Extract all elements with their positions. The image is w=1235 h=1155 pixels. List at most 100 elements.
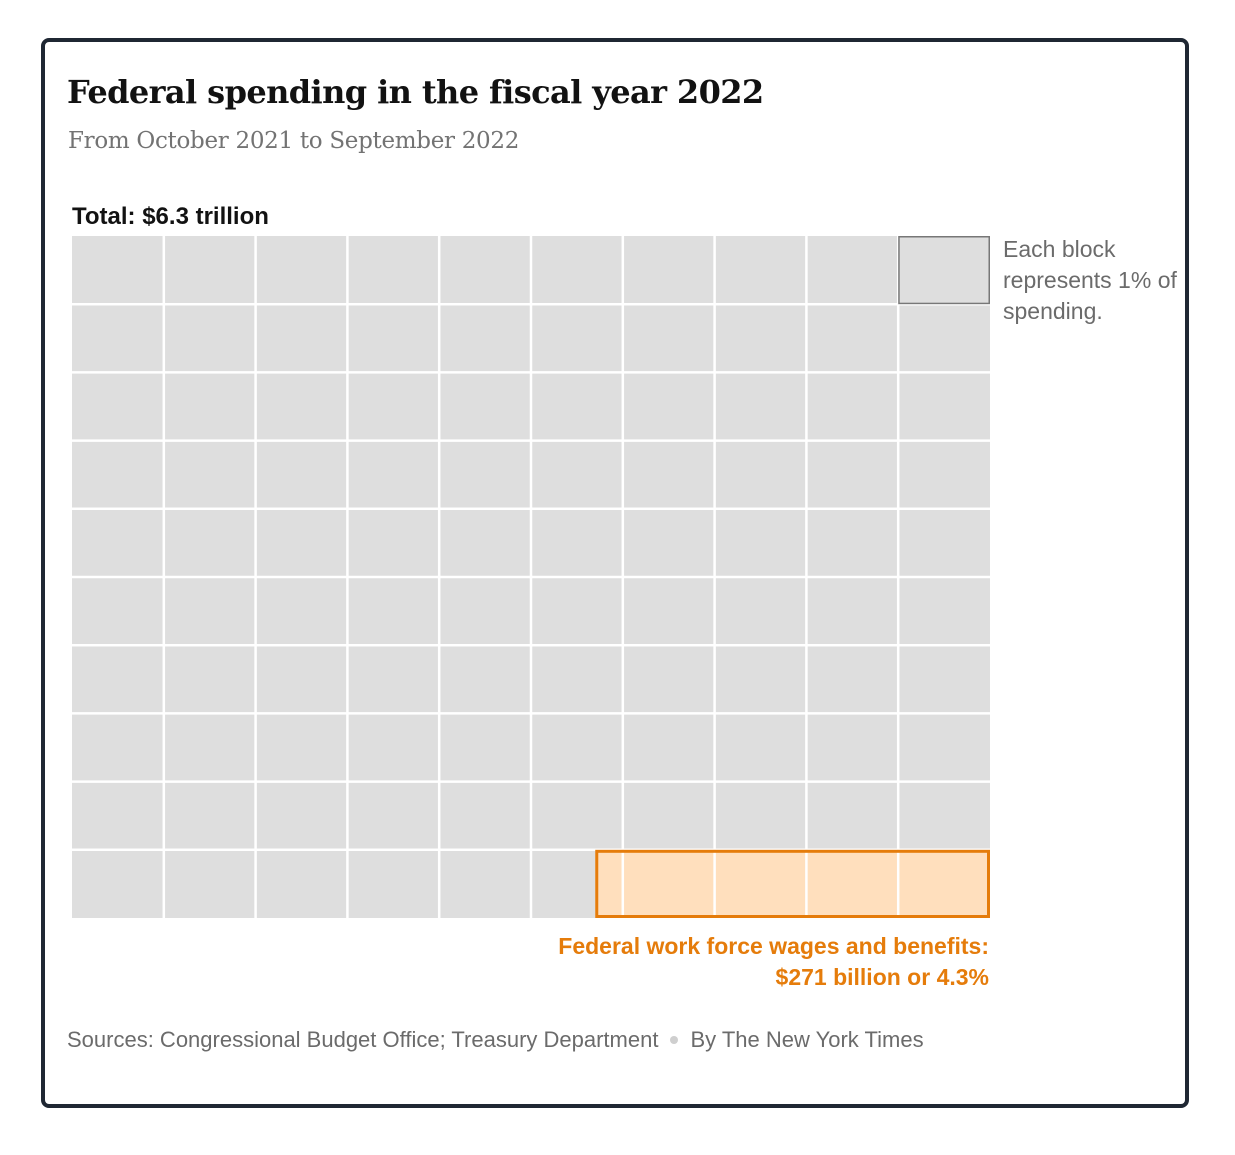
- waffle-block: [163, 372, 256, 441]
- highlight-fill: [595, 849, 990, 918]
- waffle-block: [806, 236, 899, 305]
- highlight-outline: [595, 849, 990, 918]
- waffle-block: [898, 440, 990, 509]
- waffle-block: [72, 577, 164, 646]
- waffle-block: [439, 645, 531, 714]
- waffle-block: [255, 440, 348, 509]
- waffle-block: [531, 645, 623, 714]
- waffle-block: [255, 304, 348, 373]
- waffle-block: [898, 781, 990, 850]
- waffle-block: [622, 236, 715, 305]
- waffle-block: [255, 577, 348, 646]
- waffle-block: [898, 577, 990, 646]
- waffle-block: [531, 781, 623, 850]
- waffle-block: [255, 781, 348, 850]
- waffle-block: [531, 440, 623, 509]
- waffle-block: [255, 372, 348, 441]
- waffle-block: [806, 372, 899, 441]
- legend-block: [898, 236, 991, 305]
- waffle-block: [622, 372, 715, 441]
- waffle-block: [439, 849, 531, 918]
- waffle-block: [72, 372, 164, 441]
- waffle-block: [439, 577, 531, 646]
- waffle-block: [622, 508, 715, 577]
- waffle-block: [72, 304, 164, 373]
- waffle-block: [622, 781, 715, 850]
- chart-subtitle: From October 2021 to September 2022: [68, 128, 520, 154]
- waffle-block: [714, 440, 807, 509]
- waffle-block: [531, 236, 623, 305]
- waffle-block: [163, 440, 256, 509]
- waffle-block: [531, 508, 623, 577]
- waffle-block: [163, 781, 256, 850]
- waffle-block: [531, 713, 623, 782]
- waffle-block: [806, 440, 899, 509]
- waffle-block: [439, 440, 531, 509]
- waffle-block: [72, 236, 164, 305]
- waffle-block: [347, 372, 440, 441]
- waffle-block: [806, 645, 899, 714]
- waffle-block: [806, 304, 899, 373]
- footer-byline: By The New York Times: [690, 1027, 924, 1052]
- waffle-block: [622, 713, 715, 782]
- waffle-block: [622, 440, 715, 509]
- waffle-block: [347, 577, 440, 646]
- waffle-block: [714, 645, 807, 714]
- waffle-block: [806, 713, 899, 782]
- waffle-block: [898, 372, 990, 441]
- highlight-annotation: Federal work force wages and benefits: $…: [558, 931, 989, 993]
- annotation-line-1: Federal work force wages and benefits:: [558, 933, 989, 959]
- waffle-block: [347, 781, 440, 850]
- waffle-block: [255, 508, 348, 577]
- waffle-block: [714, 713, 807, 782]
- waffle-block: [347, 236, 440, 305]
- waffle-block: [255, 645, 348, 714]
- waffle-block: [439, 372, 531, 441]
- annotation-line-2: $271 billion or 4.3%: [775, 964, 989, 990]
- waffle-block: [714, 304, 807, 373]
- waffle-block: [714, 372, 807, 441]
- waffle-block: [72, 440, 164, 509]
- waffle-block: [163, 645, 256, 714]
- waffle-block: [714, 577, 807, 646]
- waffle-block: [806, 508, 899, 577]
- waffle-block: [255, 236, 348, 305]
- waffle-block: [72, 645, 164, 714]
- waffle-block: [347, 849, 440, 918]
- footer: Sources: Congressional Budget Office; Tr…: [67, 1024, 924, 1056]
- waffle-block: [347, 713, 440, 782]
- waffle-block: [255, 713, 348, 782]
- waffle-block: [347, 645, 440, 714]
- waffle-block: [714, 781, 807, 850]
- waffle-block: [72, 849, 164, 918]
- waffle-block: [531, 304, 623, 373]
- waffle-block: [439, 508, 531, 577]
- waffle-block: [898, 304, 990, 373]
- waffle-block: [806, 781, 899, 850]
- waffle-block: [163, 849, 256, 918]
- total-label: Total: $6.3 trillion: [72, 203, 269, 230]
- waffle-block: [806, 577, 899, 646]
- waffle-block: [531, 577, 623, 646]
- waffle-block: [72, 713, 164, 782]
- chart-title: Federal spending in the fiscal year 2022: [67, 73, 764, 111]
- waffle-block: [531, 372, 623, 441]
- legend-text: Each block represents 1% of spending.: [1003, 236, 1177, 324]
- waffle-block: [439, 236, 531, 305]
- waffle-block: [347, 304, 440, 373]
- waffle-block: [163, 577, 256, 646]
- waffle-block: [72, 508, 164, 577]
- waffle-block: [163, 304, 256, 373]
- footer-sources: Sources: Congressional Budget Office; Tr…: [67, 1027, 659, 1052]
- waffle-block: [898, 645, 990, 714]
- waffle-block: [163, 236, 256, 305]
- waffle-block: [163, 713, 256, 782]
- waffle-block: [898, 508, 990, 577]
- waffle-block: [163, 508, 256, 577]
- separator-dot: [670, 1035, 679, 1044]
- waffle-block: [439, 304, 531, 373]
- waffle-block: [622, 645, 715, 714]
- waffle-block: [622, 577, 715, 646]
- waffle-block: [347, 440, 440, 509]
